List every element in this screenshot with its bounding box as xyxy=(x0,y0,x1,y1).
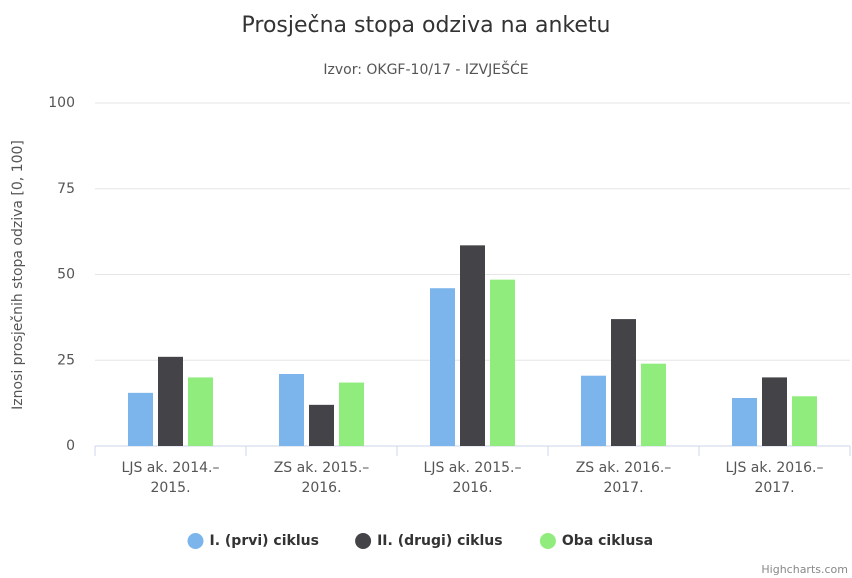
y-tick-label: 50 xyxy=(57,267,75,283)
y-tick-label: 75 xyxy=(57,181,75,197)
y-tick-label: 100 xyxy=(48,95,75,111)
bar xyxy=(792,396,817,446)
chart-subtitle: Izvor: OKGF-10/17 - IZVJEŠĆE xyxy=(323,60,528,78)
x-tick-label: ZS ak. 2015.– 2016. xyxy=(274,460,370,496)
x-tick-label: LJS ak. 2015.– 2016. xyxy=(424,460,522,496)
x-tick-label: LJS ak. 2016.– 2017. xyxy=(726,460,824,496)
legend-label: Oba ciklusa xyxy=(562,533,653,549)
bar xyxy=(339,382,364,446)
bar xyxy=(490,279,515,446)
bar xyxy=(158,356,183,446)
credits: Highcharts.com xyxy=(761,563,848,576)
bar xyxy=(641,363,666,446)
bar xyxy=(188,377,213,446)
bar xyxy=(762,377,787,446)
y-tick-label: 25 xyxy=(57,352,75,368)
bar xyxy=(460,245,485,446)
legend-marker xyxy=(539,533,556,549)
y-tick-label: 0 xyxy=(66,438,75,454)
bar xyxy=(309,404,334,446)
bar xyxy=(128,392,153,446)
legend-label: II. (drugi) ciklus xyxy=(377,533,503,549)
bar xyxy=(732,397,757,446)
legend-marker xyxy=(187,533,204,549)
legend-label: I. (prvi) ciklus xyxy=(210,533,319,549)
y-axis-title: Iznosi prosječnih stopa odziva [0, 100] xyxy=(10,140,26,410)
bar xyxy=(611,319,636,446)
bar xyxy=(581,375,606,446)
bar xyxy=(430,288,455,446)
x-tick-label: ZS ak. 2016.– 2017. xyxy=(576,460,672,496)
bar xyxy=(279,373,304,446)
chart-title: Prosječna stopa odziva na anketu xyxy=(242,13,611,38)
x-tick-label: LJS ak. 2014.– 2015. xyxy=(122,460,220,496)
legend-marker xyxy=(355,533,372,549)
